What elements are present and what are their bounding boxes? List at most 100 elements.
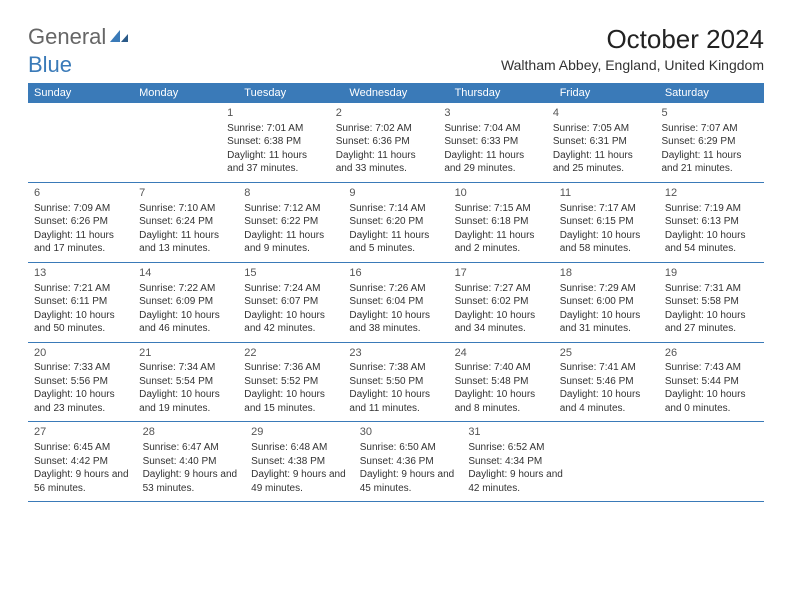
sunrise-line: Sunrise: 7:22 AM [139, 282, 232, 296]
sunrise-line: Sunrise: 7:07 AM [661, 122, 758, 136]
day-number: 4 [553, 106, 650, 121]
sunset-line: Sunset: 6:13 PM [665, 215, 758, 229]
daylight-line: Daylight: 9 hours and 49 minutes. [251, 468, 348, 495]
day-header: Thursday [449, 83, 554, 103]
day-cell: 3Sunrise: 7:04 AMSunset: 6:33 PMDaylight… [438, 103, 547, 182]
daylight-line: Daylight: 10 hours and 31 minutes. [560, 309, 653, 336]
week-row: 20Sunrise: 7:33 AMSunset: 5:56 PMDayligh… [28, 343, 764, 423]
week-row: 27Sunrise: 6:45 AMSunset: 4:42 PMDayligh… [28, 422, 764, 502]
sunset-line: Sunset: 6:33 PM [444, 135, 541, 149]
day-number: 23 [349, 346, 442, 361]
sunrise-line: Sunrise: 7:38 AM [349, 361, 442, 375]
week-row: 6Sunrise: 7:09 AMSunset: 6:26 PMDaylight… [28, 183, 764, 263]
sunset-line: Sunset: 4:38 PM [251, 455, 348, 469]
sunset-line: Sunset: 5:44 PM [665, 375, 758, 389]
daylight-line: Daylight: 11 hours and 5 minutes. [349, 229, 442, 256]
day-headers-row: SundayMondayTuesdayWednesdayThursdayFrid… [28, 83, 764, 103]
day-header: Monday [133, 83, 238, 103]
daylight-line: Daylight: 9 hours and 45 minutes. [360, 468, 457, 495]
day-number: 18 [560, 266, 653, 281]
sunset-line: Sunset: 6:26 PM [34, 215, 127, 229]
weeks-container: 1Sunrise: 7:01 AMSunset: 6:38 PMDaylight… [28, 103, 764, 502]
daylight-line: Daylight: 10 hours and 11 minutes. [349, 388, 442, 415]
sunset-line: Sunset: 5:50 PM [349, 375, 442, 389]
sunrise-line: Sunrise: 7:41 AM [560, 361, 653, 375]
logo-text-blue: Blue [28, 52, 72, 78]
daylight-line: Daylight: 10 hours and 19 minutes. [139, 388, 232, 415]
sunset-line: Sunset: 5:52 PM [244, 375, 337, 389]
day-number: 11 [560, 186, 653, 201]
sunrise-line: Sunrise: 7:17 AM [560, 202, 653, 216]
day-cell: 25Sunrise: 7:41 AMSunset: 5:46 PMDayligh… [554, 343, 659, 422]
daylight-line: Daylight: 11 hours and 21 minutes. [661, 149, 758, 176]
sunrise-line: Sunrise: 7:43 AM [665, 361, 758, 375]
daylight-line: Daylight: 10 hours and 46 minutes. [139, 309, 232, 336]
sunrise-line: Sunrise: 7:14 AM [349, 202, 442, 216]
header-right: October 2024 Waltham Abbey, England, Uni… [501, 24, 764, 73]
day-cell: 24Sunrise: 7:40 AMSunset: 5:48 PMDayligh… [449, 343, 554, 422]
day-cell: 16Sunrise: 7:26 AMSunset: 6:04 PMDayligh… [343, 263, 448, 342]
day-cell: 18Sunrise: 7:29 AMSunset: 6:00 PMDayligh… [554, 263, 659, 342]
sunset-line: Sunset: 4:36 PM [360, 455, 457, 469]
empty-cell [571, 422, 668, 501]
day-cell: 20Sunrise: 7:33 AMSunset: 5:56 PMDayligh… [28, 343, 133, 422]
day-number: 22 [244, 346, 337, 361]
sunset-line: Sunset: 6:15 PM [560, 215, 653, 229]
sunrise-line: Sunrise: 7:21 AM [34, 282, 127, 296]
logo-blue-text-wrap: Blue [28, 52, 72, 78]
day-header: Wednesday [343, 83, 448, 103]
week-row: 1Sunrise: 7:01 AMSunset: 6:38 PMDaylight… [28, 103, 764, 183]
daylight-line: Daylight: 10 hours and 8 minutes. [455, 388, 548, 415]
sunset-line: Sunset: 6:02 PM [455, 295, 548, 309]
week-row: 13Sunrise: 7:21 AMSunset: 6:11 PMDayligh… [28, 263, 764, 343]
day-cell: 31Sunrise: 6:52 AMSunset: 4:34 PMDayligh… [462, 422, 571, 501]
sunset-line: Sunset: 5:56 PM [34, 375, 127, 389]
daylight-line: Daylight: 11 hours and 9 minutes. [244, 229, 337, 256]
page-subtitle: Waltham Abbey, England, United Kingdom [501, 57, 764, 73]
day-number: 25 [560, 346, 653, 361]
sunset-line: Sunset: 6:22 PM [244, 215, 337, 229]
logo: General [28, 24, 130, 50]
daylight-line: Daylight: 11 hours and 17 minutes. [34, 229, 127, 256]
day-cell: 6Sunrise: 7:09 AMSunset: 6:26 PMDaylight… [28, 183, 133, 262]
sunset-line: Sunset: 5:48 PM [455, 375, 548, 389]
day-number: 29 [251, 425, 348, 440]
empty-cell [125, 103, 222, 182]
day-cell: 2Sunrise: 7:02 AMSunset: 6:36 PMDaylight… [330, 103, 439, 182]
day-number: 30 [360, 425, 457, 440]
logo-sail-icon [108, 28, 130, 44]
day-header: Friday [554, 83, 659, 103]
day-cell: 26Sunrise: 7:43 AMSunset: 5:44 PMDayligh… [659, 343, 764, 422]
sunset-line: Sunset: 6:20 PM [349, 215, 442, 229]
day-cell: 13Sunrise: 7:21 AMSunset: 6:11 PMDayligh… [28, 263, 133, 342]
daylight-line: Daylight: 11 hours and 37 minutes. [227, 149, 324, 176]
day-number: 7 [139, 186, 232, 201]
daylight-line: Daylight: 10 hours and 54 minutes. [665, 229, 758, 256]
daylight-line: Daylight: 10 hours and 58 minutes. [560, 229, 653, 256]
sunset-line: Sunset: 6:29 PM [661, 135, 758, 149]
daylight-line: Daylight: 9 hours and 42 minutes. [468, 468, 565, 495]
sunrise-line: Sunrise: 7:05 AM [553, 122, 650, 136]
header: General October 2024 Waltham Abbey, Engl… [28, 24, 764, 73]
day-cell: 14Sunrise: 7:22 AMSunset: 6:09 PMDayligh… [133, 263, 238, 342]
empty-cell [28, 103, 125, 182]
daylight-line: Daylight: 9 hours and 56 minutes. [34, 468, 131, 495]
daylight-line: Daylight: 11 hours and 25 minutes. [553, 149, 650, 176]
day-number: 10 [455, 186, 548, 201]
sunrise-line: Sunrise: 7:29 AM [560, 282, 653, 296]
sunrise-line: Sunrise: 7:27 AM [455, 282, 548, 296]
day-cell: 5Sunrise: 7:07 AMSunset: 6:29 PMDaylight… [655, 103, 764, 182]
sunrise-line: Sunrise: 7:12 AM [244, 202, 337, 216]
sunrise-line: Sunrise: 7:09 AM [34, 202, 127, 216]
day-cell: 1Sunrise: 7:01 AMSunset: 6:38 PMDaylight… [221, 103, 330, 182]
day-number: 14 [139, 266, 232, 281]
day-cell: 21Sunrise: 7:34 AMSunset: 5:54 PMDayligh… [133, 343, 238, 422]
sunrise-line: Sunrise: 7:36 AM [244, 361, 337, 375]
daylight-line: Daylight: 11 hours and 13 minutes. [139, 229, 232, 256]
sunset-line: Sunset: 6:04 PM [349, 295, 442, 309]
sunrise-line: Sunrise: 7:24 AM [244, 282, 337, 296]
sunset-line: Sunset: 6:07 PM [244, 295, 337, 309]
sunset-line: Sunset: 4:34 PM [468, 455, 565, 469]
day-cell: 15Sunrise: 7:24 AMSunset: 6:07 PMDayligh… [238, 263, 343, 342]
day-number: 17 [455, 266, 548, 281]
